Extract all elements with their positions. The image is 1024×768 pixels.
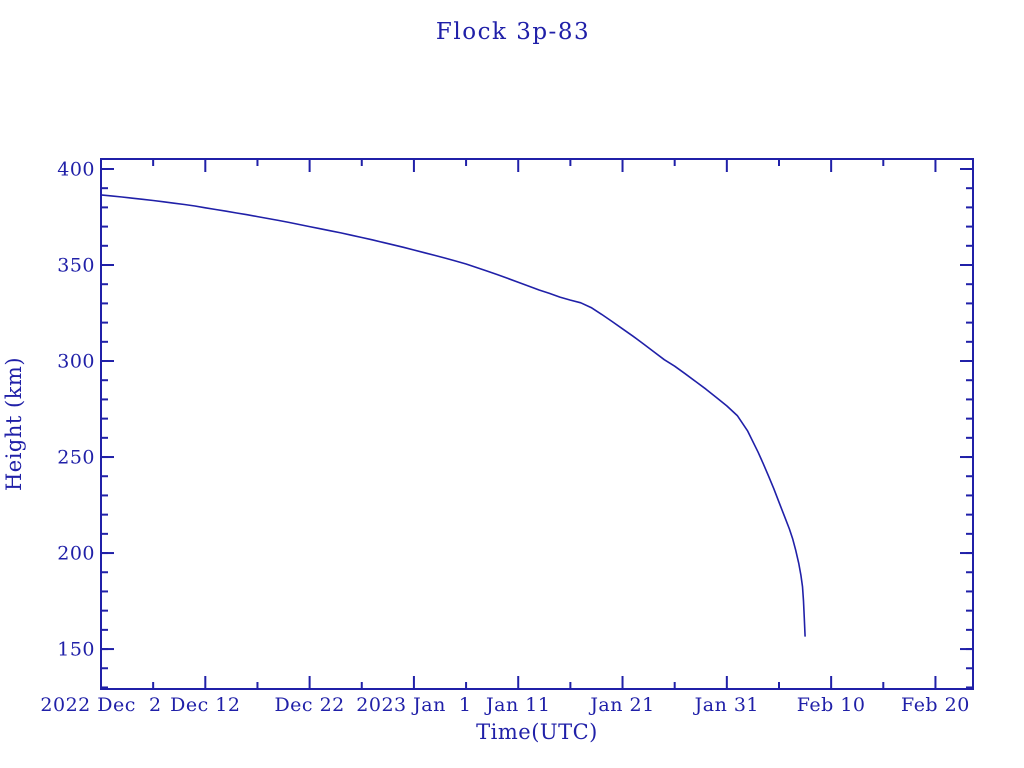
plot-area: 2022 Dec 2 Dec 12 Dec 22 2023 Jan 1 Jan 11 Ja… (40, 158, 974, 716)
y-tick-label: 300 (57, 351, 95, 373)
y-tick-label: 350 (57, 255, 95, 277)
x-tick-label: Feb 20 (901, 694, 970, 716)
x-tick-label: Jan 21 (588, 694, 654, 716)
x-tick-label: Feb 10 (797, 694, 866, 716)
y-tick-label: 250 (57, 447, 95, 469)
height-curve (100, 194, 806, 637)
x-axis-title: Time(UTC) (476, 720, 598, 744)
y-tick-label: 400 (57, 158, 95, 180)
x-tick-label: Dec 22 (274, 694, 344, 716)
x-tick-label: Jan 31 (693, 694, 759, 716)
y-tick-label: 150 (57, 639, 95, 661)
x-tick-label: Jan 11 (484, 694, 550, 716)
x-tick-label: 2023 Jan 1 (356, 694, 471, 716)
y-tick-label: 200 (57, 543, 95, 565)
x-tick-label: Dec 12 (170, 694, 240, 716)
chart-title: Flock 3p-83 (436, 19, 590, 45)
x-tick-label: 2022 Dec 2 (40, 694, 161, 716)
plot-frame (100, 158, 974, 690)
y-axis-title: Height (km) (2, 357, 26, 491)
